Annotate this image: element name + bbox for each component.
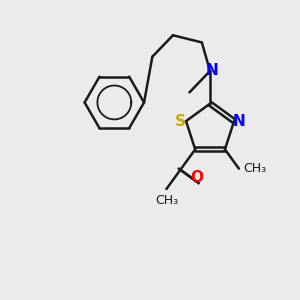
Text: S: S <box>175 114 186 129</box>
Text: CH₃: CH₃ <box>155 194 178 207</box>
Text: O: O <box>191 170 204 185</box>
Text: N: N <box>205 64 218 79</box>
Text: CH₃: CH₃ <box>243 162 266 175</box>
Text: N: N <box>233 114 246 129</box>
